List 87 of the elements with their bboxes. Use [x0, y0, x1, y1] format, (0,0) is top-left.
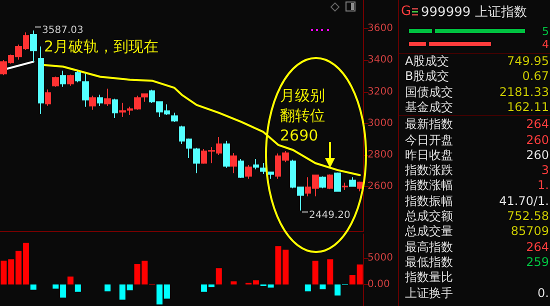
candlestick — [112, 98, 118, 118]
annotation: 翻转位 — [280, 106, 325, 124]
text: 2181.33 — [499, 84, 549, 99]
bar — [312, 260, 318, 284]
candlestick — [141, 92, 148, 102]
annotation: 3587.03 — [42, 25, 84, 36]
candlestick — [334, 172, 341, 192]
bar — [104, 284, 111, 292]
bar — [67, 276, 74, 284]
category-label: 指数涨幅 — [405, 178, 453, 192]
candlestick — [67, 74, 74, 86]
text: 1. — [538, 178, 549, 192]
category-label: 总成交量 — [405, 224, 453, 238]
text: 749.95 — [507, 54, 549, 68]
y-tick-label: 5000 — [368, 252, 394, 264]
bar — [30, 284, 36, 290]
text: 999999 上证指数 — [421, 4, 527, 21]
candlestick — [193, 147, 200, 174]
category-label: 指数振幅 — [405, 194, 453, 208]
bar — [216, 268, 222, 284]
candlestick — [253, 158, 259, 170]
bar — [230, 281, 237, 284]
text: 5 — [542, 25, 549, 38]
candlestick — [60, 70, 66, 88]
category-label: 上证换手 — [405, 286, 453, 300]
y-tick-label: 3000 — [368, 118, 394, 129]
y-tick-label: 3200 — [368, 86, 394, 98]
category-label: 昨日收盘 — [405, 148, 453, 162]
category-label: A股成交 — [405, 54, 450, 68]
y-tick-label: 0.00 — [368, 278, 390, 290]
text: 259 — [526, 254, 549, 269]
candlestick — [327, 174, 333, 190]
category-label: B股成交 — [405, 69, 450, 84]
category-label: 指数涨跌 — [405, 163, 453, 178]
candlestick — [349, 176, 356, 188]
candlestick — [52, 76, 59, 88]
bar — [304, 284, 311, 292]
y-tick-label: 2600 — [368, 181, 394, 192]
annotation: 2690 — [280, 126, 318, 144]
text: 752.58 — [507, 209, 549, 223]
bar — [74, 284, 81, 292]
category-label: 今日开盘 — [405, 132, 453, 146]
y-tick-label: 3400 — [368, 54, 394, 66]
candlestick — [238, 158, 244, 178]
text: 3 — [541, 163, 549, 178]
candlestick — [89, 95, 96, 110]
text: 0. — [538, 286, 549, 300]
candlestick — [230, 152, 237, 174]
text: 260 — [526, 132, 549, 146]
candlestick — [97, 94, 103, 106]
y-tick-label: 2800 — [368, 150, 394, 161]
text: 162.11 — [507, 100, 549, 114]
text: 4 — [542, 38, 549, 51]
text: 264 — [526, 240, 549, 254]
candlestick — [30, 30, 37, 62]
candlestick — [75, 70, 81, 83]
annotation: 2月破轨，到现在 — [44, 38, 159, 56]
candlestick — [357, 181, 363, 192]
category-label: 最低指数 — [405, 254, 453, 269]
category-label: 总成交额 — [405, 209, 453, 223]
candlestick — [223, 140, 230, 168]
category-label: 国债成交 — [405, 84, 453, 99]
candlestick — [119, 102, 126, 118]
bar — [320, 284, 326, 290]
category-label: 基金成交 — [405, 100, 453, 114]
candlestick — [319, 176, 326, 189]
text: 85709 — [510, 224, 549, 238]
candlestick — [268, 171, 274, 180]
candlestick — [82, 73, 89, 108]
text: G — [401, 4, 412, 19]
candlestick — [171, 112, 178, 122]
annotation: 月级别 — [280, 86, 325, 104]
text: 41.70/1. — [499, 194, 549, 208]
candlestick — [245, 164, 252, 180]
text: 0.67 — [522, 69, 549, 84]
category-label: 最高指数 — [405, 240, 453, 254]
candlestick — [45, 89, 51, 106]
y-tick-label: 3600 — [368, 22, 394, 34]
bar — [327, 259, 334, 284]
candlestick — [104, 88, 111, 106]
annotation: 2449.20 — [309, 210, 350, 221]
category-label: 指数量比 — [405, 270, 453, 284]
category-label: 最新指数 — [405, 117, 453, 132]
candlestick — [38, 46, 44, 114]
text: 264 — [526, 117, 549, 132]
text: 260 — [526, 148, 549, 162]
candlestick — [342, 182, 348, 190]
